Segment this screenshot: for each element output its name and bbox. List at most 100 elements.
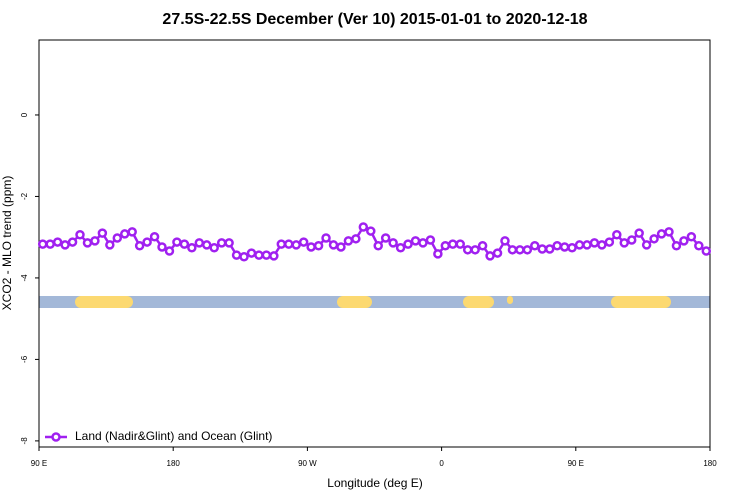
data-point bbox=[522, 245, 533, 255]
data-point bbox=[298, 237, 309, 247]
data-point bbox=[567, 243, 577, 253]
data-point bbox=[254, 250, 264, 260]
land-strip bbox=[337, 296, 372, 308]
land-strip bbox=[611, 296, 671, 308]
data-point bbox=[97, 228, 108, 238]
data-point bbox=[321, 233, 331, 243]
land-strip bbox=[75, 296, 133, 308]
data-point bbox=[187, 243, 197, 253]
ocean-strip bbox=[39, 296, 710, 308]
data-point bbox=[388, 238, 398, 248]
data-point bbox=[105, 240, 115, 250]
data-point bbox=[425, 235, 436, 245]
x-tick-label: 180 bbox=[167, 459, 181, 468]
data-point bbox=[589, 238, 600, 248]
data-point bbox=[343, 236, 354, 246]
data-point bbox=[194, 238, 205, 248]
y-axis-label: XCO2 - MLO trend (ppm) bbox=[0, 176, 14, 311]
data-point bbox=[410, 236, 421, 246]
data-point bbox=[604, 237, 615, 247]
data-point bbox=[470, 245, 480, 255]
land-strip bbox=[507, 296, 513, 304]
data-point bbox=[619, 238, 630, 248]
data-point bbox=[507, 245, 518, 255]
data-point bbox=[440, 240, 451, 251]
data-point bbox=[597, 240, 607, 250]
data-point bbox=[164, 246, 175, 256]
data-point bbox=[634, 228, 644, 238]
data-point bbox=[45, 239, 55, 249]
data-point bbox=[246, 248, 257, 258]
data-point bbox=[433, 249, 443, 259]
data-point bbox=[515, 245, 525, 255]
data-point bbox=[559, 242, 570, 252]
legend-label: Land (Nadir&Glint) and Ocean (Glint) bbox=[75, 429, 272, 443]
data-point bbox=[67, 237, 78, 247]
data-point bbox=[373, 240, 383, 251]
x-tick-label: 0 bbox=[439, 459, 444, 468]
data-point bbox=[284, 239, 294, 249]
y-tick-label: -6 bbox=[20, 355, 29, 363]
data-point bbox=[671, 240, 682, 251]
x-tick-label: 90 E bbox=[31, 459, 47, 468]
data-point bbox=[276, 239, 287, 249]
data-point bbox=[157, 242, 167, 252]
data-point bbox=[60, 240, 70, 250]
data-point bbox=[269, 251, 279, 261]
data-point bbox=[530, 240, 540, 251]
data-point bbox=[328, 240, 339, 250]
data-point bbox=[127, 227, 137, 237]
x-tick-label: 180 bbox=[703, 459, 717, 468]
x-tick-label: 90 W bbox=[298, 459, 317, 468]
data-point bbox=[500, 236, 510, 246]
data-point bbox=[239, 251, 249, 262]
data-point bbox=[403, 239, 413, 249]
data-point bbox=[380, 233, 391, 243]
data-point bbox=[134, 240, 145, 251]
data-point bbox=[306, 242, 316, 252]
data-point bbox=[82, 238, 93, 248]
data-point bbox=[552, 240, 562, 251]
legend-marker bbox=[51, 432, 61, 442]
y-tick-label: 0 bbox=[20, 112, 29, 117]
data-point bbox=[142, 237, 152, 247]
data-point bbox=[455, 239, 465, 249]
data-point bbox=[179, 239, 190, 249]
data-point bbox=[477, 240, 488, 251]
data-point bbox=[656, 229, 667, 239]
data-point bbox=[544, 244, 555, 254]
data-point bbox=[448, 239, 458, 249]
data-point bbox=[172, 237, 182, 247]
data-point bbox=[224, 238, 234, 248]
data-point bbox=[679, 236, 689, 246]
data-point bbox=[366, 226, 376, 236]
data-point bbox=[336, 242, 346, 252]
data-point bbox=[612, 229, 622, 240]
data-point bbox=[395, 243, 406, 253]
data-point bbox=[418, 238, 428, 248]
y-tick-label: -4 bbox=[20, 274, 29, 282]
data-point bbox=[358, 222, 369, 232]
data-point bbox=[462, 245, 473, 255]
data-point bbox=[686, 232, 697, 242]
data-point bbox=[119, 229, 130, 239]
data-point bbox=[202, 240, 212, 250]
x-tick-label: 90 E bbox=[568, 459, 584, 468]
data-point bbox=[216, 238, 227, 248]
y-tick-label: -8 bbox=[20, 437, 29, 445]
y-tick-label: -2 bbox=[20, 192, 29, 200]
surface-strip bbox=[39, 296, 710, 308]
data-point bbox=[701, 246, 712, 256]
data-point bbox=[492, 248, 503, 258]
data-point bbox=[291, 240, 301, 250]
data-point bbox=[626, 235, 637, 245]
chart-title: 27.5S-22.5S December (Ver 10) 2015-01-01… bbox=[162, 11, 587, 28]
data-point bbox=[649, 234, 659, 244]
data-point bbox=[664, 227, 674, 237]
data-point bbox=[52, 237, 63, 247]
data-point bbox=[641, 240, 652, 250]
data-point bbox=[112, 233, 123, 243]
data-point bbox=[537, 244, 547, 254]
x-axis-label: Longitude (deg E) bbox=[327, 476, 422, 490]
data-point bbox=[574, 240, 585, 250]
